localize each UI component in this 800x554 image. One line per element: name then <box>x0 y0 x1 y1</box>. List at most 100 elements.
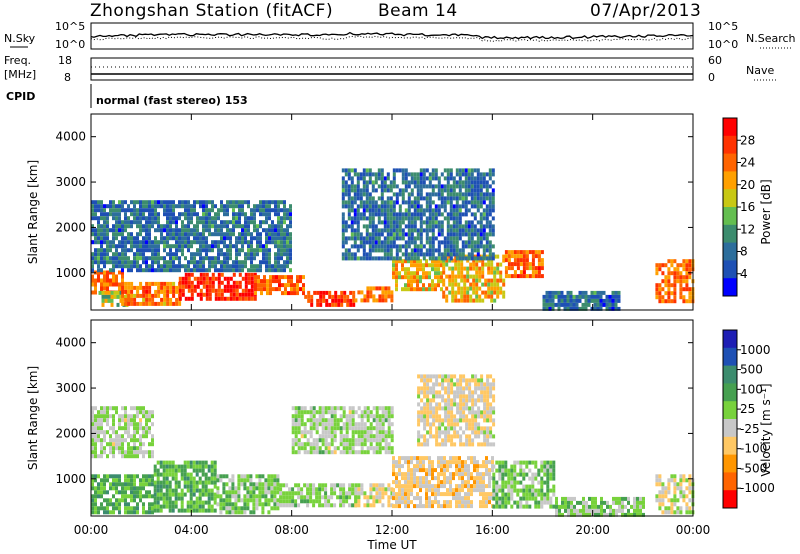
data-cell <box>94 434 97 439</box>
data-cell <box>360 298 364 303</box>
data-cell <box>238 248 241 253</box>
data-cell <box>548 306 552 311</box>
data-cell <box>440 460 443 465</box>
data-cell <box>124 422 127 427</box>
data-cell <box>297 442 301 447</box>
data-cell <box>106 418 109 423</box>
data-cell <box>398 188 402 193</box>
data-cell <box>490 270 494 275</box>
data-cell <box>91 232 94 237</box>
data-cell <box>449 196 453 201</box>
data-cell <box>531 496 535 501</box>
data-cell <box>103 240 106 245</box>
data-cell <box>470 252 474 257</box>
data-cell <box>360 410 364 415</box>
data-cell <box>679 271 683 276</box>
data-cell <box>558 508 561 513</box>
data-cell <box>428 208 432 213</box>
data-cell <box>467 500 470 505</box>
data-cell <box>472 286 476 291</box>
data-cell <box>528 484 532 489</box>
data-cell <box>287 275 290 280</box>
data-cell <box>115 446 118 451</box>
data-cell <box>349 290 353 295</box>
data-cell <box>491 204 495 209</box>
data-cell <box>425 224 429 229</box>
data-cell <box>437 283 440 288</box>
data-cell <box>476 188 480 193</box>
data-cell <box>368 200 372 205</box>
data-cell <box>193 268 196 273</box>
beam-title: Beam 14 <box>378 1 458 21</box>
data-cell <box>145 264 148 269</box>
data-cell <box>334 302 338 307</box>
data-cell <box>166 208 169 213</box>
data-cell <box>273 474 277 479</box>
data-cell <box>250 288 254 293</box>
data-cell <box>100 236 103 241</box>
data-cell <box>148 200 151 205</box>
data-cell <box>422 464 425 469</box>
data-cell <box>485 220 489 225</box>
data-cell <box>404 267 407 272</box>
data-cell <box>142 208 145 213</box>
data-cell <box>507 472 511 477</box>
data-cell <box>199 200 202 205</box>
data-cell <box>196 264 199 269</box>
data-cell <box>204 464 208 469</box>
data-cell <box>250 268 253 273</box>
data-cell <box>142 240 145 245</box>
data-cell <box>107 298 111 303</box>
data-cell <box>133 422 136 427</box>
data-cell <box>247 268 250 273</box>
data-cell <box>307 298 311 303</box>
data-cell <box>416 204 420 209</box>
data-cell <box>673 482 677 487</box>
data-cell <box>193 240 196 245</box>
data-cell <box>250 276 254 281</box>
data-cell <box>356 248 360 253</box>
data-cell <box>458 484 461 489</box>
data-cell <box>449 172 453 177</box>
data-cell <box>97 236 100 241</box>
data-cell <box>199 276 203 281</box>
data-cell <box>124 281 128 286</box>
data-cell <box>639 496 642 501</box>
data-cell <box>244 228 247 233</box>
data-cell <box>104 290 108 295</box>
data-cell <box>392 168 396 173</box>
data-cell <box>250 284 254 289</box>
data-cell <box>260 279 263 284</box>
data-cell <box>594 512 597 517</box>
data-cell <box>342 414 346 419</box>
data-cell <box>243 510 247 515</box>
data-cell <box>377 240 381 245</box>
data-cell <box>342 438 346 443</box>
data-cell <box>91 264 94 269</box>
data-cell <box>187 212 190 217</box>
data-cell <box>309 406 313 411</box>
data-cell <box>395 283 398 288</box>
data-cell <box>157 216 160 221</box>
data-cell <box>449 460 452 465</box>
data-cell <box>290 283 293 288</box>
data-cell <box>407 468 410 473</box>
data-cell <box>193 264 196 269</box>
data-cell <box>437 484 440 489</box>
data-cell <box>407 204 411 209</box>
data-cell <box>579 508 582 513</box>
data-cell <box>307 290 311 295</box>
data-cell <box>156 508 160 513</box>
data-cell <box>492 496 496 501</box>
data-cell <box>220 220 223 225</box>
data-cell <box>525 492 529 497</box>
data-cell <box>119 294 123 299</box>
data-cell <box>404 168 408 173</box>
data-cell <box>235 236 238 241</box>
data-cell <box>210 476 214 481</box>
data-cell <box>458 492 461 497</box>
data-cell <box>596 294 600 299</box>
data-cell <box>351 487 355 492</box>
data-cell <box>315 487 319 492</box>
data-cell <box>244 216 247 221</box>
